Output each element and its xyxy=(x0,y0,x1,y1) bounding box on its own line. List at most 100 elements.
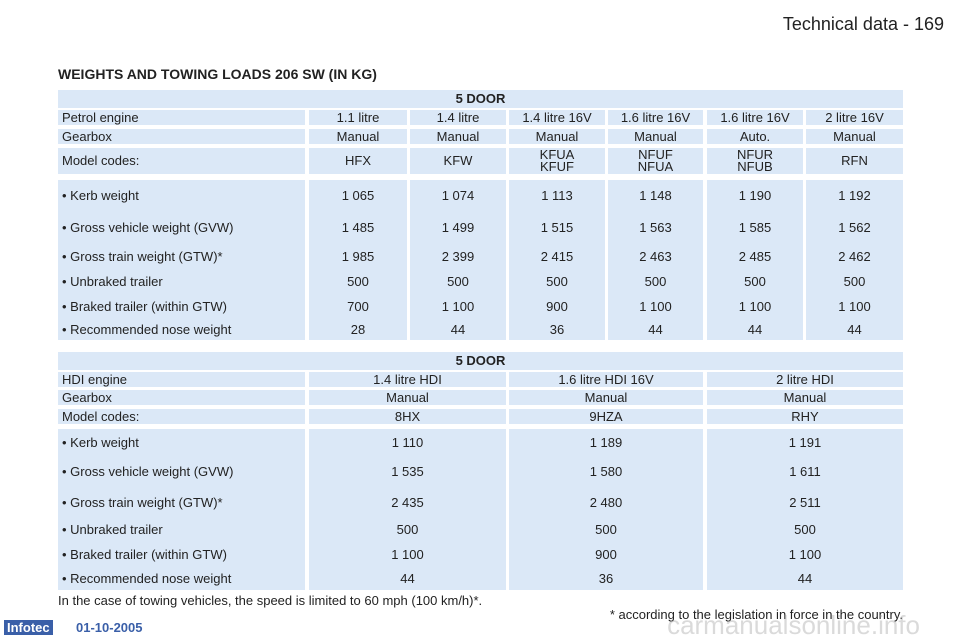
footnote: In the case of towing vehicles, the spee… xyxy=(58,593,483,608)
table-cell: 500 xyxy=(707,270,803,294)
table-cell: 1 110 xyxy=(309,429,506,456)
table-cell: 36 xyxy=(509,319,605,340)
table-cell: 1.4 litre 16V xyxy=(509,110,605,125)
table-cell: 700 xyxy=(309,294,407,319)
table-cell: 1 563 xyxy=(608,212,703,244)
table-cell: 500 xyxy=(509,518,703,542)
row-label: • Braked trailer (within GTW) xyxy=(58,542,305,567)
table-cell: 9HZA xyxy=(509,409,703,424)
table-cell: Manual xyxy=(309,390,506,405)
table-cell: 2 415 xyxy=(509,244,605,270)
table-cell: 500 xyxy=(309,270,407,294)
table-cell: 1 191 xyxy=(707,429,903,456)
table-cell: Manual xyxy=(509,390,703,405)
table-caption: 5 DOOR xyxy=(58,352,903,370)
table-cell: 2 463 xyxy=(608,244,703,270)
table-cell: 1 611 xyxy=(707,456,903,488)
row-label: • Gross train weight (GTW)* xyxy=(58,488,305,518)
row-label: • Gross vehicle weight (GVW) xyxy=(58,456,305,488)
table-cell: Manual xyxy=(509,129,605,144)
row-label: Model codes: xyxy=(58,409,305,424)
table-cell: Manual xyxy=(309,129,407,144)
table-cell: Manual xyxy=(707,390,903,405)
row-label: • Gross train weight (GTW)* xyxy=(58,244,305,270)
page-title: Technical data - 169 xyxy=(782,14,944,34)
table-cell: 1.6 litre HDI 16V xyxy=(509,372,703,387)
row-label: • Gross vehicle weight (GVW) xyxy=(58,212,305,244)
table-cell: 44 xyxy=(309,567,506,590)
row-label: Petrol engine xyxy=(58,110,305,125)
table-cell: 1 585 xyxy=(707,212,803,244)
table-cell: 500 xyxy=(410,270,506,294)
table-cell: 1 515 xyxy=(509,212,605,244)
table-cell: 1 100 xyxy=(309,542,506,567)
table-cell: 44 xyxy=(806,319,903,340)
table-cell: 1 580 xyxy=(509,456,703,488)
table-cell: 1 148 xyxy=(608,180,703,212)
table-cell: 1 535 xyxy=(309,456,506,488)
row-label: Gearbox xyxy=(58,129,305,144)
row-label: Gearbox xyxy=(58,390,305,405)
table-cell: RFN xyxy=(806,148,903,174)
table-cell: 1 100 xyxy=(806,294,903,319)
table-cell: 1 074 xyxy=(410,180,506,212)
table-cell: 44 xyxy=(707,567,903,590)
row-label: • Kerb weight xyxy=(58,429,305,456)
row-label: • Recommended nose weight xyxy=(58,319,305,340)
table-cell: 8HX xyxy=(309,409,506,424)
table-cell: 1 100 xyxy=(707,294,803,319)
row-label: Model codes: xyxy=(58,148,305,174)
table-cell: 2 480 xyxy=(509,488,703,518)
date: 01-10-2005 xyxy=(76,620,143,635)
table-cell: 500 xyxy=(309,518,506,542)
table-cell: 1.4 litre xyxy=(410,110,506,125)
table-cell: 500 xyxy=(806,270,903,294)
table-cell: 2 462 xyxy=(806,244,903,270)
row-label: • Braked trailer (within GTW) xyxy=(58,294,305,319)
table-cell: 1 100 xyxy=(410,294,506,319)
table-cell: 500 xyxy=(707,518,903,542)
table-cell: 500 xyxy=(509,270,605,294)
table-cell: 900 xyxy=(509,294,605,319)
table-cell: NFUF NFUA xyxy=(608,148,703,174)
table-cell: 1 985 xyxy=(309,244,407,270)
row-label: • Recommended nose weight xyxy=(58,567,305,590)
table-cell: 2 litre 16V xyxy=(806,110,903,125)
table-cell: 1.4 litre HDI xyxy=(309,372,506,387)
table-cell: 1 100 xyxy=(707,542,903,567)
table-cell: 1 100 xyxy=(608,294,703,319)
table-cell: 1.6 litre 16V xyxy=(707,110,803,125)
table-cell: 44 xyxy=(608,319,703,340)
table-caption: 5 DOOR xyxy=(58,90,903,108)
table-cell: 44 xyxy=(707,319,803,340)
table-cell: 36 xyxy=(509,567,703,590)
table-cell: 2 litre HDI xyxy=(707,372,903,387)
footnote: * according to the legislation in force … xyxy=(609,607,903,622)
table-cell: NFUR NFUB xyxy=(707,148,803,174)
table-cell: 1 562 xyxy=(806,212,903,244)
table-cell: Manual xyxy=(410,129,506,144)
table-cell: 1 065 xyxy=(309,180,407,212)
table-cell: 2 399 xyxy=(410,244,506,270)
row-label: • Kerb weight xyxy=(58,180,305,212)
table-cell: HFX xyxy=(309,148,407,174)
table-cell: 2 485 xyxy=(707,244,803,270)
table-cell: 1 192 xyxy=(806,180,903,212)
logo: Infotec xyxy=(4,620,53,635)
table-cell: 1 190 xyxy=(707,180,803,212)
table-cell: KFUA KFUF xyxy=(509,148,605,174)
table-cell: 2 511 xyxy=(707,488,903,518)
table-cell: 1 189 xyxy=(509,429,703,456)
row-label: HDI engine xyxy=(58,372,305,387)
row-label: • Unbraked trailer xyxy=(58,270,305,294)
table-cell: 2 435 xyxy=(309,488,506,518)
table-cell: 1 113 xyxy=(509,180,605,212)
table-cell: 1 499 xyxy=(410,212,506,244)
table-cell: RHY xyxy=(707,409,903,424)
table-cell: 1.1 litre xyxy=(309,110,407,125)
table-cell: 900 xyxy=(509,542,703,567)
table-cell: 44 xyxy=(410,319,506,340)
row-label: • Unbraked trailer xyxy=(58,518,305,542)
table-cell: 28 xyxy=(309,319,407,340)
